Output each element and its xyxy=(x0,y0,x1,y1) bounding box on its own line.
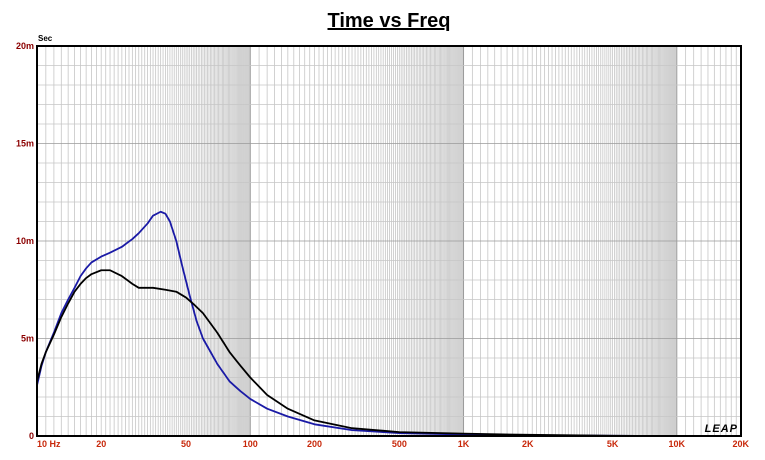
x-tick-label: 2K xyxy=(522,439,534,449)
plot-frame xyxy=(36,45,742,437)
x-tick-label: 10K xyxy=(669,439,686,449)
x-tick-label: 5K xyxy=(607,439,619,449)
y-tick-labels: 0 5m 10m 15m 20m xyxy=(16,41,34,441)
y-tick-label: 0 xyxy=(29,431,34,441)
y-tick-label: 15m xyxy=(16,139,34,149)
x-tick-labels: 10 Hz 20 50 100 200 500 1K 2K 5K 10K 20K xyxy=(37,439,749,449)
y-tick-label: 20m xyxy=(16,41,34,51)
x-tick-label: 20 xyxy=(96,439,106,449)
series-line-2 xyxy=(36,269,677,437)
y-axis-unit-label: Sec xyxy=(38,34,53,43)
x-tick-label: 200 xyxy=(307,439,322,449)
x-tick-label: 500 xyxy=(392,439,407,449)
x-tick-label: 50 xyxy=(181,439,191,449)
series-lines xyxy=(36,210,677,437)
x-tick-label: 20K xyxy=(732,439,749,449)
chart-title: Time vs Freq xyxy=(327,10,450,32)
x-tick-label: 1K xyxy=(458,439,470,449)
grid xyxy=(36,46,742,436)
x-tick-label: 10 Hz xyxy=(37,439,61,449)
x-tick-label: 100 xyxy=(243,439,258,449)
y-tick-label: 5m xyxy=(21,334,34,344)
leap-logo: LEAP xyxy=(705,423,738,435)
y-tick-label: 10m xyxy=(16,236,34,246)
series-line-1 xyxy=(36,210,677,437)
